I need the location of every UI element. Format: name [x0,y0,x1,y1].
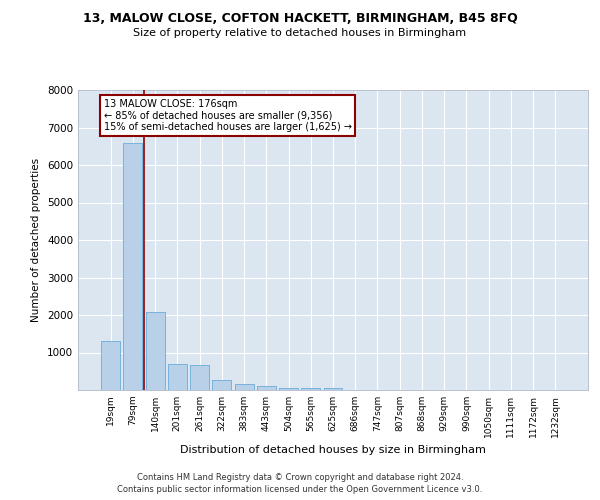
Text: Contains HM Land Registry data © Crown copyright and database right 2024.: Contains HM Land Registry data © Crown c… [137,472,463,482]
Bar [168,364,187,390]
Bar [212,380,231,390]
Bar [279,388,298,390]
Bar [257,386,276,390]
Bar [323,388,343,390]
Y-axis label: Number of detached properties: Number of detached properties [31,158,41,322]
Bar [301,388,320,390]
Bar [146,312,164,390]
Bar [190,364,209,390]
Text: Contains public sector information licensed under the Open Government Licence v3: Contains public sector information licen… [118,485,482,494]
Text: 13, MALOW CLOSE, COFTON HACKETT, BIRMINGHAM, B45 8FQ: 13, MALOW CLOSE, COFTON HACKETT, BIRMING… [83,12,517,26]
Bar [235,384,254,390]
Text: 13 MALOW CLOSE: 176sqm
← 85% of detached houses are smaller (9,356)
15% of semi-: 13 MALOW CLOSE: 176sqm ← 85% of detached… [104,99,352,132]
Bar [101,341,120,390]
X-axis label: Distribution of detached houses by size in Birmingham: Distribution of detached houses by size … [180,446,486,456]
Text: Size of property relative to detached houses in Birmingham: Size of property relative to detached ho… [133,28,467,38]
Bar [124,142,142,390]
